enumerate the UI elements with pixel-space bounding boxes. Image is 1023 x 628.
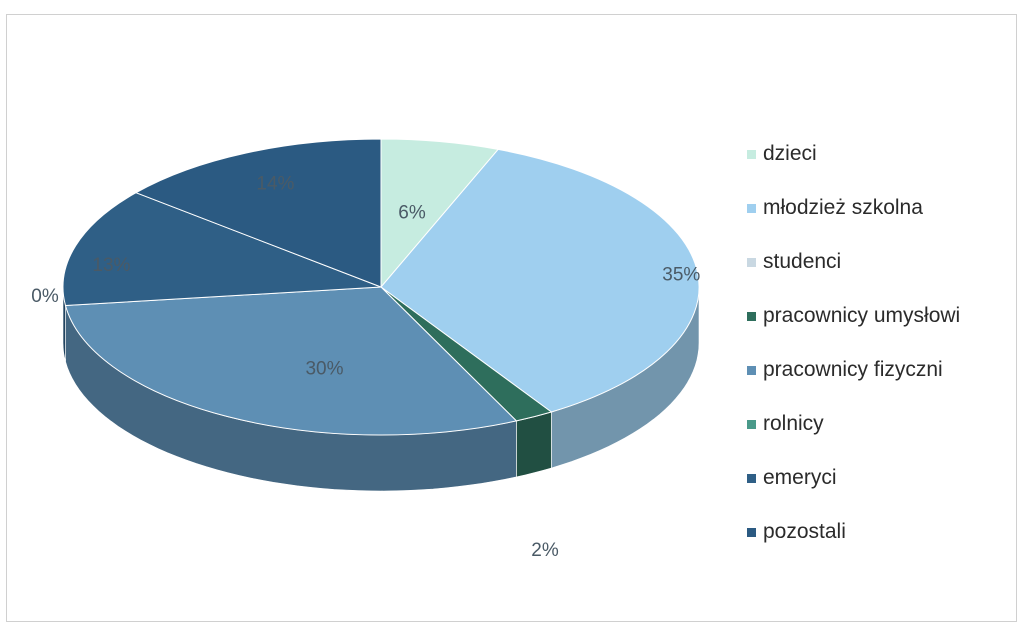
legend-swatch	[747, 419, 756, 429]
pie-slice	[134, 138, 382, 288]
legend-label: pozostali	[763, 520, 846, 543]
data-label: 35%	[662, 264, 700, 285]
pie-slice-side	[516, 411, 552, 478]
legend-item: pracownicy fizyczni	[747, 343, 1023, 397]
pie-chart: 6% 35% 0% 2% 30% 13% 14%	[31, 138, 700, 561]
pie-slice	[380, 148, 700, 413]
legend-label: młodzież szkolna	[763, 196, 923, 219]
legend-item: pozostali	[747, 505, 1023, 559]
legend-label: rolnicy	[763, 412, 824, 435]
legend-swatch	[747, 473, 756, 483]
data-label: 2%	[531, 540, 559, 561]
data-label: 30%	[305, 359, 343, 380]
legend-item: dzieci	[747, 127, 1023, 181]
legend-item: studenci	[747, 235, 1023, 289]
pie-slice	[64, 286, 518, 436]
data-label: 13%	[92, 255, 130, 276]
legend-item: młodzież szkolna	[747, 181, 1023, 235]
pie-slice	[62, 192, 382, 307]
pie-slice	[380, 138, 500, 289]
legend-label: emeryci	[763, 466, 837, 489]
chart-frame: 6% 35% 0% 2% 30% 13% 14% dzieci młodzież szkol…	[6, 14, 1017, 622]
data-label: 6%	[398, 202, 426, 223]
legend-swatch	[747, 311, 756, 321]
legend-item: rolnicy	[747, 397, 1023, 451]
legend-swatch	[747, 365, 756, 375]
legend-label: dzieci	[763, 142, 817, 165]
legend-swatch	[747, 527, 756, 537]
legend-swatch	[747, 149, 756, 159]
data-label: 0%	[31, 286, 59, 307]
legend: dzieci młodzież szkolna studenci pracown…	[747, 127, 1023, 559]
legend-label: pracownicy umysłowi	[763, 304, 961, 327]
legend-item: emeryci	[747, 451, 1023, 505]
legend-swatch	[747, 257, 756, 267]
legend-label: studenci	[763, 250, 842, 273]
legend-swatch	[747, 203, 756, 213]
legend-item: pracownicy umysłowi	[747, 289, 1023, 343]
legend-label: pracownicy fizyczni	[763, 358, 943, 381]
data-label: 14%	[256, 174, 294, 195]
